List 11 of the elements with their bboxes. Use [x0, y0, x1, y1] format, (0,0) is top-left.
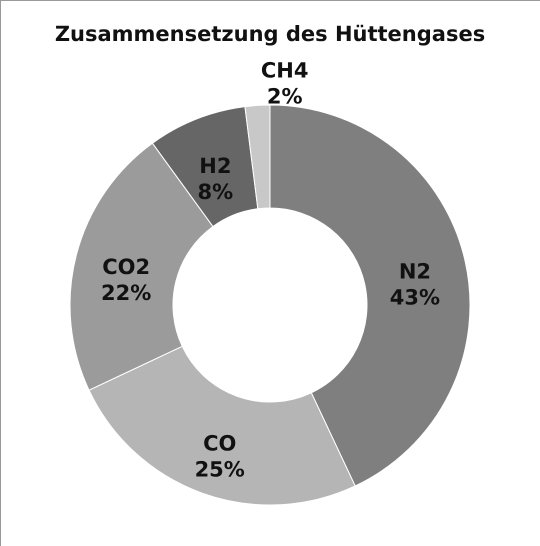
- data-label: 43%: [390, 286, 440, 310]
- data-label: 2%: [266, 84, 303, 108]
- slice-label: N2: [398, 260, 432, 284]
- slice-label: H2: [199, 154, 232, 178]
- slice-label: CH4: [260, 58, 308, 82]
- data-label: 25%: [194, 458, 245, 482]
- chart-title: Zusammensetzung des Hüttengases: [54, 22, 486, 46]
- slice-label: CO: [203, 432, 236, 456]
- data-label: 22%: [101, 281, 152, 306]
- slice-label: CO2: [102, 255, 150, 280]
- data-label: 8%: [198, 180, 234, 204]
